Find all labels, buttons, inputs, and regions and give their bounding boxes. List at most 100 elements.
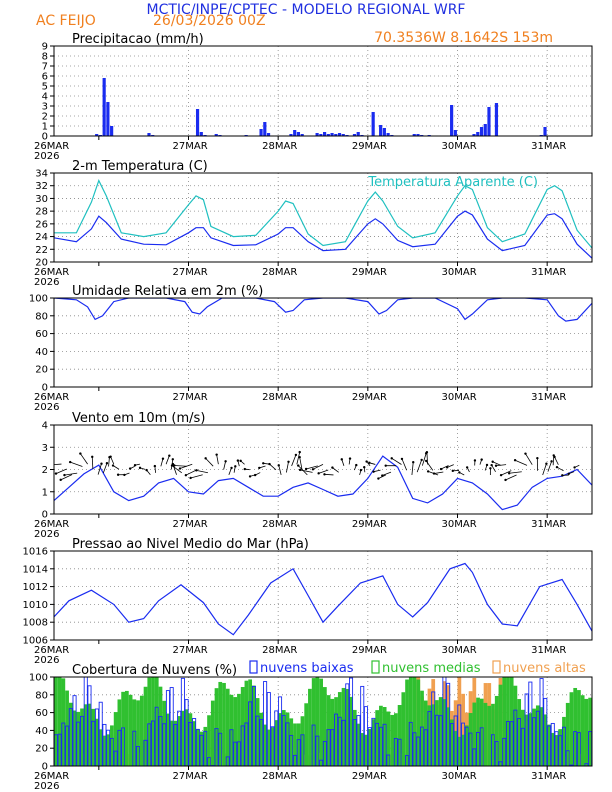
cloud-low-bar xyxy=(550,722,555,766)
wind-vector-head xyxy=(287,460,290,463)
wind-vector-head xyxy=(567,472,570,475)
cloud-mid-bar xyxy=(334,697,338,766)
cloud-low-bar xyxy=(446,682,451,766)
precip-bar xyxy=(95,134,99,136)
x-tick-label: 27MAR xyxy=(173,141,208,152)
x-year-label: 2026 xyxy=(34,402,59,413)
cloud-mid-bar xyxy=(199,731,204,766)
cloud-mid-bar xyxy=(528,713,533,766)
cloud-mid-bar xyxy=(106,734,111,766)
wind-vector xyxy=(291,454,297,467)
cloud-mid-bar xyxy=(184,709,189,766)
x-year-label: 2026 xyxy=(34,781,59,792)
cloud-mid-bar xyxy=(457,736,462,766)
wind-vector-head xyxy=(173,464,176,467)
precip-bar xyxy=(483,124,487,136)
wind-vector xyxy=(556,466,564,472)
wind-vector-head xyxy=(550,460,553,463)
cloud-mid-bar xyxy=(278,713,282,766)
cloud-mid-bar xyxy=(468,713,473,766)
cloud-mid-bar xyxy=(207,715,211,766)
cloud-mid-bar xyxy=(393,713,398,766)
cloud-low-bar xyxy=(233,741,238,766)
cloud-low-bar xyxy=(431,691,436,766)
precip-bar xyxy=(371,112,375,136)
precip-bar xyxy=(326,134,330,136)
wind-vector-head xyxy=(458,471,461,474)
wind-vector xyxy=(495,464,507,467)
cloud-low-bar xyxy=(259,718,264,766)
x-tick-label: 30MAR xyxy=(442,141,477,152)
cloud-low-bar xyxy=(136,746,141,766)
wind-vector-head xyxy=(111,464,115,467)
wind-vector-head xyxy=(365,460,368,463)
precip-bar xyxy=(334,134,338,136)
y-tick-label: 1008 xyxy=(23,618,48,629)
y-tick-label: 80 xyxy=(35,690,48,701)
cloud-mid-bar xyxy=(349,696,353,766)
x-tick-label: 30MAR xyxy=(442,771,477,782)
precip-bar xyxy=(263,122,267,136)
precip-bar xyxy=(453,130,457,136)
cloud-mid-bar xyxy=(550,732,555,766)
cloud-mid-bar xyxy=(281,710,286,766)
cloud-low-bar xyxy=(573,731,578,766)
cloud-mid-bar xyxy=(472,702,477,766)
cloud-low-bar xyxy=(94,708,99,766)
wind-vector-head xyxy=(79,452,82,455)
cloud-mid-bar xyxy=(416,679,421,766)
x-tick-label: 27MAR xyxy=(173,267,208,278)
wind-vector-head xyxy=(109,455,112,458)
series-line xyxy=(54,298,592,322)
wind-vector xyxy=(401,458,408,471)
cloud-mid-bar xyxy=(577,690,581,766)
precip-bar xyxy=(300,134,304,136)
wind-vector-head xyxy=(54,472,58,475)
cloud-mid-bar xyxy=(188,713,193,766)
cloud-mid-bar xyxy=(401,692,406,766)
cloud-mid-bar xyxy=(76,711,81,766)
wind-vector xyxy=(179,463,193,469)
wind-vector-head xyxy=(298,450,301,454)
wind-vector-head xyxy=(50,464,52,466)
cloud-mid-bar xyxy=(438,697,443,766)
x-tick-label: 28MAR xyxy=(262,771,297,782)
x-tick-label: 30MAR xyxy=(442,519,477,530)
wind-vector-head xyxy=(234,465,237,468)
cloud-low-bar xyxy=(517,718,522,766)
wind-vector xyxy=(60,474,73,481)
cloud-low-bar xyxy=(266,692,271,766)
wind-vector-head xyxy=(465,466,469,469)
wind-vector xyxy=(305,465,318,470)
wind-vector xyxy=(102,463,108,474)
wind-vector xyxy=(312,464,324,470)
cloud-mid-bar xyxy=(68,702,73,766)
cloud-mid-bar xyxy=(266,729,271,766)
wind-vector-head xyxy=(491,460,494,463)
data-layer xyxy=(50,450,592,511)
cloud-mid-bar xyxy=(330,698,335,766)
wind-vector-head xyxy=(323,473,326,476)
panel-title: Cobertura de Nuvens (%) xyxy=(72,663,237,678)
wind-vector xyxy=(80,453,88,465)
wind-vector xyxy=(174,465,188,467)
cloud-low-bar xyxy=(65,725,70,766)
wind-vector-head xyxy=(390,457,393,460)
wind-vector-head xyxy=(536,456,539,460)
wind-vector xyxy=(514,459,528,466)
cloud-mid-bar xyxy=(237,693,241,766)
y-tick-label: 20 xyxy=(35,258,48,269)
cloud-mid-bar xyxy=(326,695,331,766)
wind-vector xyxy=(411,462,414,476)
cloud-mid-bar xyxy=(502,677,507,766)
x-tick-label: 30MAR xyxy=(442,645,477,656)
wind-vector-head xyxy=(426,470,430,473)
data-layer xyxy=(54,562,592,636)
x-tick-label: 31MAR xyxy=(531,267,566,278)
cloud-low-bar xyxy=(91,720,96,766)
cloud-mid-bar xyxy=(117,699,122,766)
cloud-mid-bar xyxy=(420,690,424,766)
cloud-mid-bar xyxy=(364,734,368,766)
wind-vector-head xyxy=(400,457,404,461)
